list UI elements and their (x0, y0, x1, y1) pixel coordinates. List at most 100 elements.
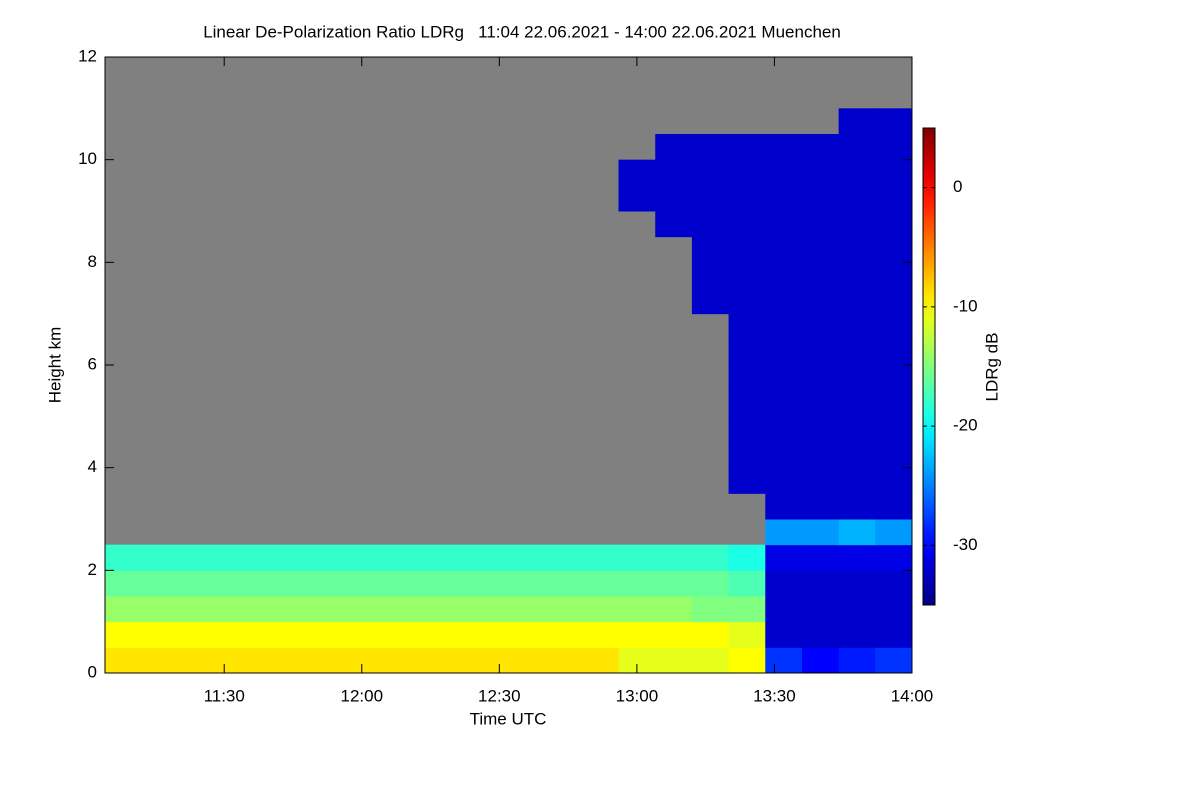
heatmap-cell (655, 570, 693, 597)
heatmap-cell (801, 185, 840, 212)
heatmap-cell (875, 467, 913, 494)
heatmap-cell (801, 134, 840, 161)
colorbar-label: LDRg dB (982, 333, 1001, 402)
heatmap-cell (545, 596, 583, 623)
heatmap-cell (471, 647, 509, 674)
heatmap-cell (398, 621, 436, 648)
heatmap-cell (691, 134, 730, 161)
heatmap-cell (471, 621, 509, 648)
heatmap-cell (251, 647, 289, 674)
heatmap-cell (691, 570, 730, 597)
heatmap-cell (251, 596, 289, 623)
heatmap-cell (655, 647, 693, 674)
heatmap-cell (581, 621, 620, 648)
heatmap-cell (435, 647, 473, 674)
y-axis-label: Height km (45, 327, 64, 404)
heatmap-cell (765, 365, 803, 392)
heatmap-cell (875, 493, 913, 520)
heatmap-cell (765, 185, 803, 212)
heatmap-cell (435, 621, 473, 648)
heatmap-cell (838, 262, 876, 289)
heatmap-cell (765, 159, 803, 186)
heatmap-cell (801, 416, 840, 443)
heatmap-cell (215, 621, 253, 648)
colorbar (922, 127, 936, 606)
heatmap-cell (838, 159, 876, 186)
heatmap-cell (801, 236, 840, 263)
heatmap-cell (765, 519, 803, 546)
heatmap-cell (471, 544, 509, 571)
heatmap-cell (361, 544, 399, 571)
heatmap-cell (875, 211, 913, 238)
heatmap-cell (508, 570, 546, 597)
heatmap-cell (728, 185, 766, 212)
heatmap-cell (691, 647, 730, 674)
heatmap-cell (105, 544, 143, 571)
heatmap-cell (471, 596, 509, 623)
heatmap-cell (361, 647, 399, 674)
heatmap-cell (728, 262, 766, 289)
heatmap-cell (801, 467, 840, 494)
heatmap-cell (728, 544, 766, 571)
heatmap-cell (618, 596, 656, 623)
heatmap-cell (765, 339, 803, 366)
heatmap-cell (178, 570, 216, 597)
heatmap-cell (728, 416, 766, 443)
heatmap-cell (838, 236, 876, 263)
heatmap-cell (141, 647, 179, 674)
y-tick-label: 8 (88, 252, 97, 271)
heatmap-cell (801, 365, 840, 392)
heatmap-cell (801, 288, 840, 315)
heatmap-cell (728, 467, 766, 494)
heatmap-cell (838, 365, 876, 392)
heatmap-cell (765, 262, 803, 289)
heatmap-cell (838, 313, 876, 340)
heatmap-cell (435, 596, 473, 623)
heatmap-cell (361, 596, 399, 623)
heatmap-cell (655, 211, 693, 238)
heatmap-cell (508, 596, 546, 623)
heatmap-cell (728, 647, 766, 674)
heatmap-cell (765, 493, 803, 520)
heatmap-cell (618, 621, 656, 648)
heatmap-cell (838, 390, 876, 417)
heatmap-cell (618, 544, 656, 571)
heatmap-cell (838, 339, 876, 366)
heatmap-cell (435, 570, 473, 597)
heatmap-cell (691, 185, 730, 212)
heatmap-cell (435, 544, 473, 571)
heatmap-cell (691, 288, 730, 315)
heatmap-cell (838, 442, 876, 469)
x-tick-label: 12:00 (340, 686, 383, 705)
x-tick-label: 12:30 (478, 686, 521, 705)
heatmap-cell (545, 570, 583, 597)
heatmap-cell (801, 596, 840, 623)
heatmap-cell (141, 544, 179, 571)
heatmap-cell (838, 185, 876, 212)
heatmap-cell (765, 647, 803, 674)
colorbar-tick-label: 0 (953, 177, 962, 196)
heatmap-cell (215, 596, 253, 623)
heatmap-cell (875, 647, 913, 674)
heatmap-cell (215, 544, 253, 571)
heatmap-cell (838, 544, 876, 571)
heatmap-cell (728, 390, 766, 417)
y-tick-label: 2 (88, 560, 97, 579)
y-tick-label: 6 (88, 354, 97, 373)
heatmap-cell (105, 647, 143, 674)
heatmap-cell (875, 262, 913, 289)
colorbar-tick-label: -10 (953, 296, 978, 315)
heatmap-cell (801, 544, 840, 571)
heatmap-cell (801, 159, 840, 186)
heatmap-cell (325, 570, 363, 597)
heatmap-cell (141, 621, 179, 648)
heatmap-cell (801, 313, 840, 340)
heatmap-cell (691, 544, 730, 571)
heatmap-cell (508, 544, 546, 571)
x-tick-label: 14:00 (891, 686, 934, 705)
heatmap-cell (838, 570, 876, 597)
heatmap-cell (728, 365, 766, 392)
heatmap-cell (325, 596, 363, 623)
heatmap-cell (691, 211, 730, 238)
